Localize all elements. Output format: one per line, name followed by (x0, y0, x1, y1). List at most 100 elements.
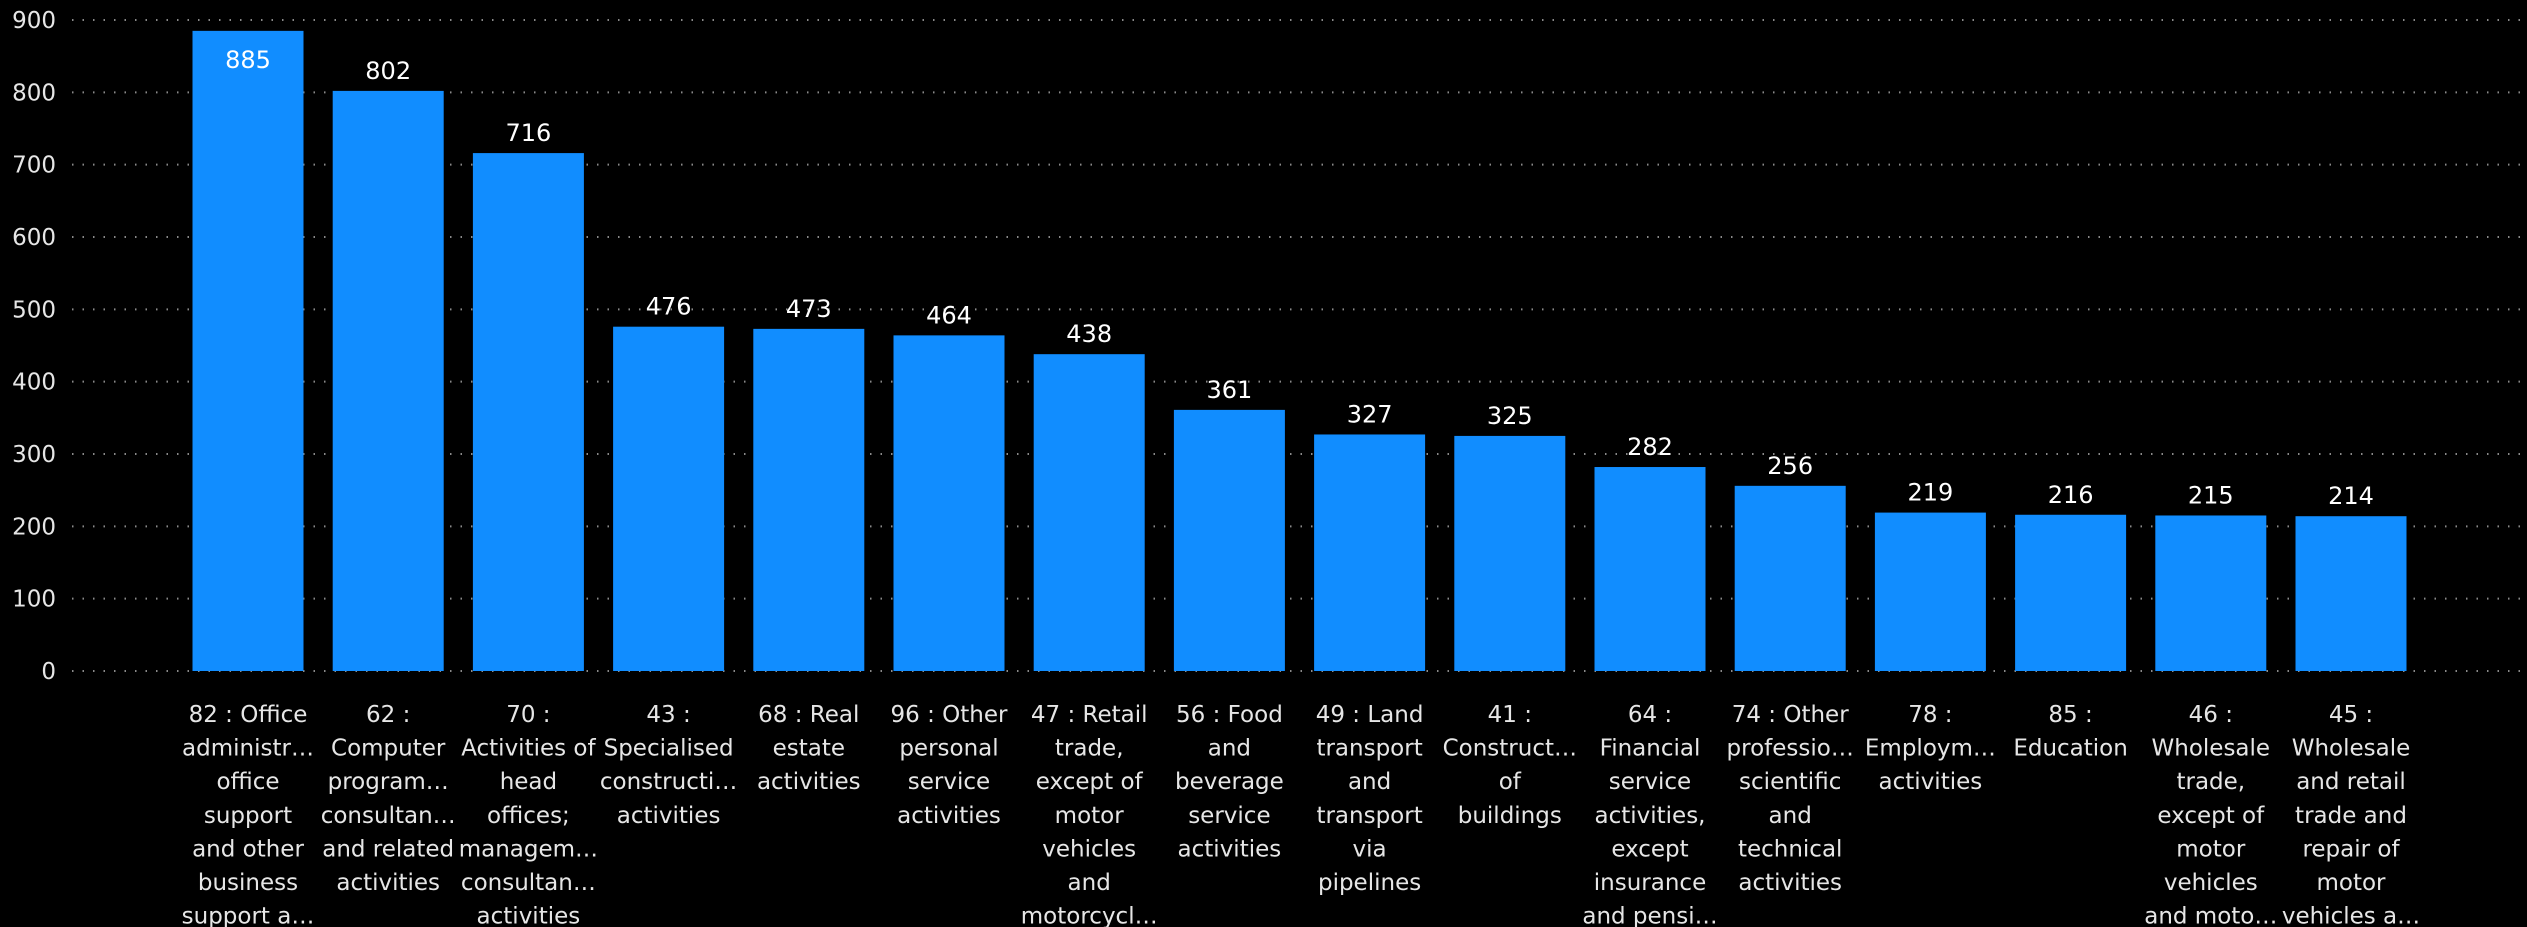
bar[interactable] (1173, 409, 1285, 671)
data-labels: 885 802 716 476 473 464 438 361 327 325 282 256 219 2… (225, 46, 2374, 510)
bar[interactable] (1314, 434, 1426, 671)
category-label-line: and moto… (2144, 904, 2277, 927)
bar[interactable] (1734, 485, 1846, 671)
category-label-line: 43 : (646, 702, 690, 728)
category-label-line: activities (757, 769, 861, 795)
y-tick-label: 900 (12, 8, 56, 34)
category-label-line: beverage (1175, 769, 1284, 795)
category-label-line: 96 : Other (891, 702, 1008, 728)
bar[interactable] (1454, 435, 1566, 671)
category-label-line: Employm… (1865, 736, 1996, 762)
bar[interactable] (613, 326, 725, 671)
category-label-line: 62 : (366, 702, 410, 728)
category-label: 64 : Financial service activities, except ins… (1582, 702, 1717, 927)
data-label: 464 (926, 301, 972, 329)
category-label-line: 82 : Office (189, 702, 308, 728)
category-label: 46 : Wholesale trade, except of motor vehicle… (2144, 702, 2277, 927)
category-label-line: 46 : (2189, 702, 2233, 728)
y-tick-label: 500 (12, 297, 56, 323)
category-label-line: trade and (2295, 803, 2407, 829)
category-label-line: repair of (2302, 836, 2400, 862)
category-label: 70 : Activities of head offices; managem… con… (459, 702, 598, 927)
bar[interactable] (472, 153, 584, 672)
data-label: 885 (225, 46, 271, 74)
category-label: 68 : Real estate activities (757, 702, 861, 795)
category-label-line: trade, (1055, 736, 1124, 762)
category-label-line: Wholesale (2152, 736, 2271, 762)
category-label-line: and related (322, 836, 454, 862)
category-label: 96 : Other personal service activities (891, 702, 1008, 829)
category-label-line: 56 : Food (1176, 702, 1283, 728)
category-label-line: except of (2157, 803, 2265, 829)
category-label-line: activities (617, 803, 721, 829)
data-label: 361 (1206, 376, 1252, 404)
category-label: 78 : Employm… activities (1865, 702, 1996, 795)
bar[interactable] (2295, 516, 2407, 671)
y-tick-label: 0 (41, 659, 56, 685)
category-label-line: Financial (1600, 736, 1701, 762)
bar[interactable] (753, 328, 865, 671)
category-label-line: buildings (1458, 803, 1562, 829)
category-label-line: motor (2316, 870, 2386, 896)
category-label-line: 41 : (1488, 702, 1532, 728)
category-label-line: and other (192, 836, 304, 862)
bar[interactable] (1594, 467, 1706, 671)
data-label: 214 (2328, 482, 2374, 510)
bar[interactable] (1033, 354, 1145, 671)
category-label-line: technical (1738, 836, 1843, 862)
data-label: 325 (1487, 402, 1533, 430)
category-label-line: trade, (2176, 769, 2245, 795)
bar[interactable] (1874, 512, 1986, 671)
y-tick-label: 200 (12, 514, 56, 540)
data-label: 476 (646, 293, 692, 321)
category-label: 56 : Food and beverage service activities (1175, 702, 1284, 862)
bars (192, 30, 2407, 672)
category-label-line: constructi… (600, 769, 737, 795)
category-label-line: and (1769, 803, 1812, 829)
category-label-line: 85 : (2048, 702, 2092, 728)
category-label-line: vehicles (1042, 836, 1136, 862)
data-label: 216 (2048, 481, 2094, 509)
category-label-line: activities (1879, 769, 1983, 795)
category-label-line: scientific (1739, 769, 1841, 795)
category-label-line: support (204, 803, 292, 829)
bar[interactable] (2155, 515, 2267, 671)
category-label-line: service (908, 769, 990, 795)
category-label-line: administr… (182, 736, 314, 762)
category-label-line: pipelines (1318, 870, 1421, 896)
bar[interactable] (192, 30, 304, 672)
data-label: 473 (786, 295, 832, 323)
data-label: 438 (1066, 320, 1112, 348)
category-label-line: 74 : Other (1732, 702, 1849, 728)
category-label: 85 : Education (2013, 702, 2128, 762)
category-label: 47 : Retail trade, except of motor vehicles a… (1021, 702, 1158, 927)
bar[interactable] (2015, 514, 2127, 671)
category-label-line: activities (1738, 870, 1842, 896)
category-label-line: estate (773, 736, 845, 762)
category-label: 43 : Specialised constructi… activities (600, 702, 737, 829)
data-label: 256 (1767, 452, 1813, 480)
category-label-line: consultan… (321, 803, 456, 829)
category-label: 62 : Computer program… consultan… and relate… (321, 702, 456, 896)
category-label-line: via (1353, 836, 1387, 862)
category-label-line: service (1609, 769, 1691, 795)
category-label-line: activities (336, 870, 440, 896)
category-label-line: motor (1055, 803, 1125, 829)
category-label-line: support a… (182, 904, 315, 927)
category-label-line: head (500, 769, 557, 795)
category-label-line: vehicles a… (2282, 904, 2420, 927)
data-label: 802 (365, 57, 411, 85)
category-label-line: and (1208, 736, 1251, 762)
category-label-line: office (216, 769, 279, 795)
y-tick-label: 300 (12, 442, 56, 468)
bar[interactable] (893, 335, 1005, 671)
category-label-line: vehicles (2164, 870, 2258, 896)
category-label-line: activities (1178, 836, 1282, 862)
x-axis: 82 : Office administr… office support and ot… (182, 702, 2421, 927)
category-label-line: 49 : Land (1316, 702, 1424, 728)
category-label-line: except of (1036, 769, 1144, 795)
bar[interactable] (332, 90, 444, 672)
category-label-line: business (198, 870, 298, 896)
y-tick-label: 100 (12, 587, 56, 613)
